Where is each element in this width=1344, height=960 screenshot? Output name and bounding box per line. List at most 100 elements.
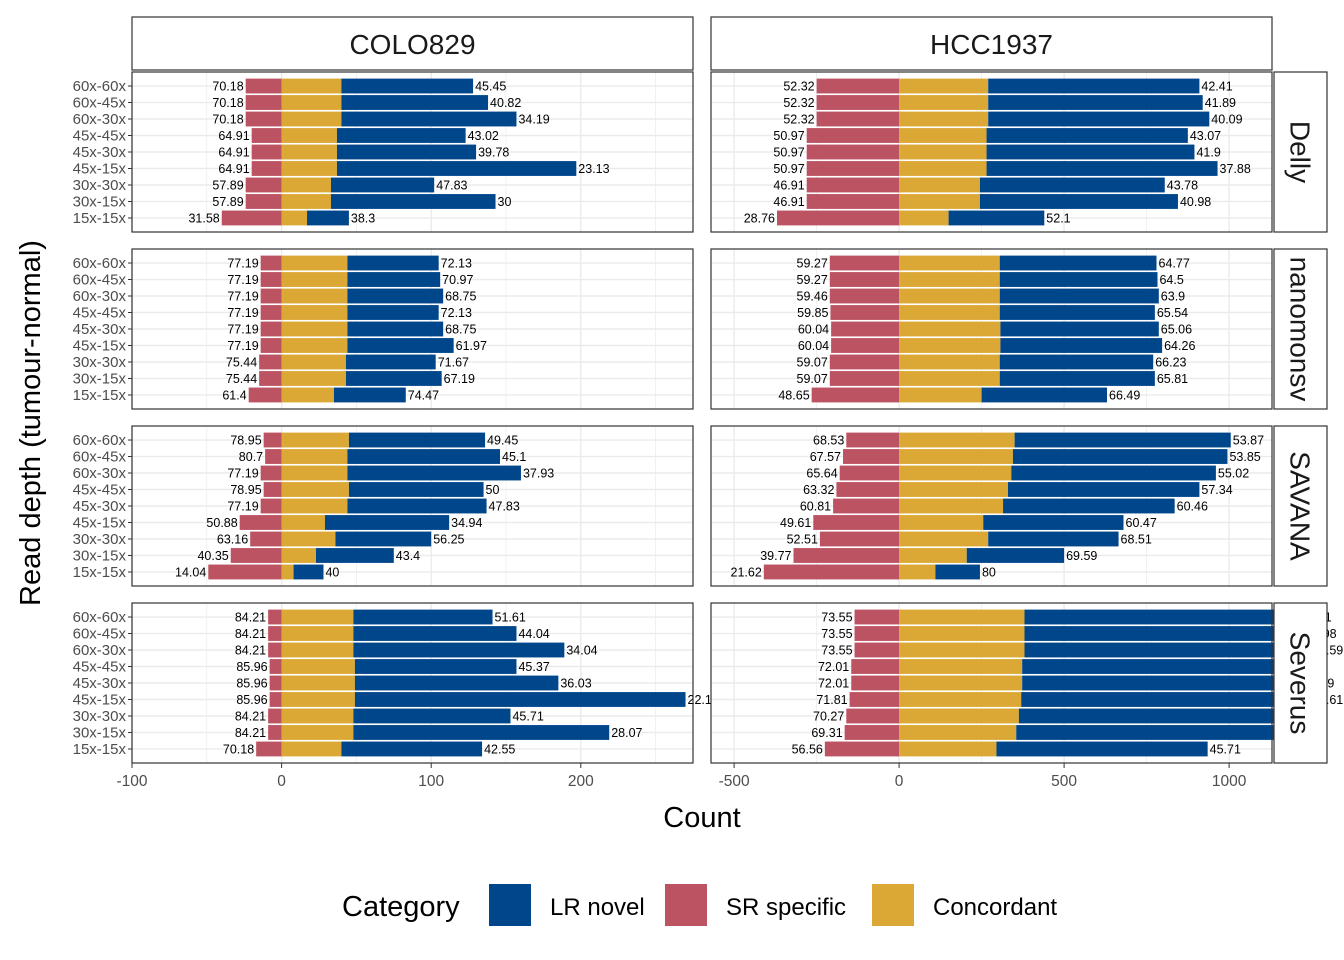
legend-swatch [489, 884, 531, 926]
bar-concordant [281, 354, 346, 370]
column-strip-COLO829 [131, 16, 694, 71]
data-label-lr: 45.37 [518, 660, 549, 674]
bar-sr-specific [208, 564, 282, 580]
bar-concordant [281, 515, 325, 530]
bar-sr-specific [251, 128, 282, 143]
bar-concordant [899, 95, 989, 110]
bar-lr-novel [336, 144, 477, 160]
y-tick-label: 30x-30x [73, 177, 127, 194]
data-label-lr: 43.02 [468, 129, 499, 143]
bar-sr-specific [846, 432, 900, 448]
data-label-lr: 63.9 [1161, 290, 1185, 304]
data-label-sr: 75.44 [226, 372, 257, 386]
x-tick-label: -500 [719, 773, 750, 790]
bar-sr-specific [245, 177, 282, 193]
bar-lr-novel [1018, 708, 1280, 724]
bar-concordant [899, 305, 1000, 320]
data-label-sr: 73.55 [821, 644, 852, 658]
y-tick-label: 60x-30x [73, 465, 127, 482]
data-label-lr: 45.71 [1210, 742, 1241, 756]
bar-concordant [281, 465, 348, 481]
bar-lr-novel [345, 354, 436, 370]
bar-concordant [899, 609, 1025, 625]
bar-sr-specific [806, 144, 900, 160]
bar-concordant [899, 161, 987, 176]
data-label-sr: 73.55 [821, 611, 852, 625]
bar-sr-specific [260, 338, 282, 353]
data-label-sr: 77.19 [227, 323, 258, 337]
bar-concordant [899, 144, 987, 160]
data-label-sr: 65.64 [806, 467, 837, 481]
bar-sr-specific [829, 255, 900, 271]
data-label-sr: 85.96 [236, 677, 267, 691]
data-label-sr: 59.27 [797, 257, 828, 271]
bar-lr-novel [999, 371, 1155, 386]
bar-sr-specific [260, 321, 282, 337]
bar-sr-specific [265, 449, 282, 464]
bar-lr-novel [988, 111, 1210, 127]
y-tick-label: 60x-60x [73, 432, 127, 449]
data-label-sr: 77.19 [227, 306, 258, 320]
row-strip-label: SAVANA [1285, 451, 1316, 561]
x-tick-label: 100 [418, 773, 444, 790]
data-label-sr: 52.51 [787, 532, 818, 546]
bar-concordant [899, 692, 1022, 707]
bar-lr-novel [336, 128, 466, 143]
bar-sr-specific [269, 692, 282, 707]
data-label-sr: 84.21 [235, 709, 266, 723]
bar-lr-novel [354, 659, 517, 674]
bar-concordant [899, 741, 997, 757]
data-label-lr: 40.98 [1180, 195, 1211, 209]
data-label-sr: 68.53 [813, 434, 844, 448]
bar-lr-novel [324, 515, 450, 530]
bar-sr-specific [831, 338, 900, 353]
data-label-lr: 37.93 [523, 467, 554, 481]
panel-border [710, 602, 1273, 764]
data-label-lr: 56.25 [433, 532, 464, 546]
x-axis-title: Count [663, 802, 740, 834]
bar-concordant [281, 642, 354, 658]
bar-sr-specific [269, 659, 282, 674]
bar-sr-specific [829, 272, 900, 287]
bar-sr-specific [829, 354, 900, 370]
bar-sr-specific [806, 194, 900, 209]
data-label-lr: 40.09 [1211, 113, 1242, 127]
data-label-lr: 71.67 [438, 355, 469, 369]
row-strip-SAVANA [1273, 425, 1328, 587]
data-label-lr: 34.94 [451, 516, 482, 530]
bar-lr-novel [999, 354, 1154, 370]
data-label-sr: 46.91 [773, 195, 804, 209]
data-label-sr: 46.91 [773, 178, 804, 192]
y-tick-label: 60x-45x [73, 95, 127, 112]
bar-concordant [281, 708, 354, 724]
data-label-sr: 72.01 [818, 660, 849, 674]
bar-sr-specific [268, 708, 282, 724]
bar-sr-specific [256, 741, 282, 757]
bar-sr-specific [260, 272, 282, 287]
bar-concordant [281, 387, 334, 403]
y-tick-label: 45x-30x [73, 498, 127, 515]
bar-concordant [281, 609, 354, 625]
bar-lr-novel [307, 210, 349, 226]
data-label-lr: 55.02 [1218, 467, 1249, 481]
bar-concordant [281, 675, 355, 691]
y-tick-label: 30x-15x [73, 724, 127, 741]
bar-concordant [281, 725, 354, 740]
bar-concordant [281, 272, 348, 287]
y-tick-label: 45x-15x [73, 337, 127, 354]
bar-concordant [899, 449, 1013, 464]
data-label-sr: 77.19 [227, 339, 258, 353]
row-strip-Severus [1273, 602, 1328, 764]
y-tick-label: 30x-30x [73, 354, 127, 371]
bar-concordant [281, 111, 342, 127]
y-tick-label: 30x-30x [73, 708, 127, 725]
bar-concordant [899, 128, 987, 143]
bar-sr-specific [854, 626, 900, 641]
bar-sr-specific [844, 725, 900, 740]
data-label-lr: 66.49 [1109, 388, 1140, 402]
data-label-sr: 77.19 [227, 273, 258, 287]
bar-concordant [281, 449, 348, 464]
data-label-sr: 70.18 [212, 113, 243, 127]
data-label-lr: 65.81 [1157, 372, 1188, 386]
bar-lr-novel [1008, 482, 1200, 497]
